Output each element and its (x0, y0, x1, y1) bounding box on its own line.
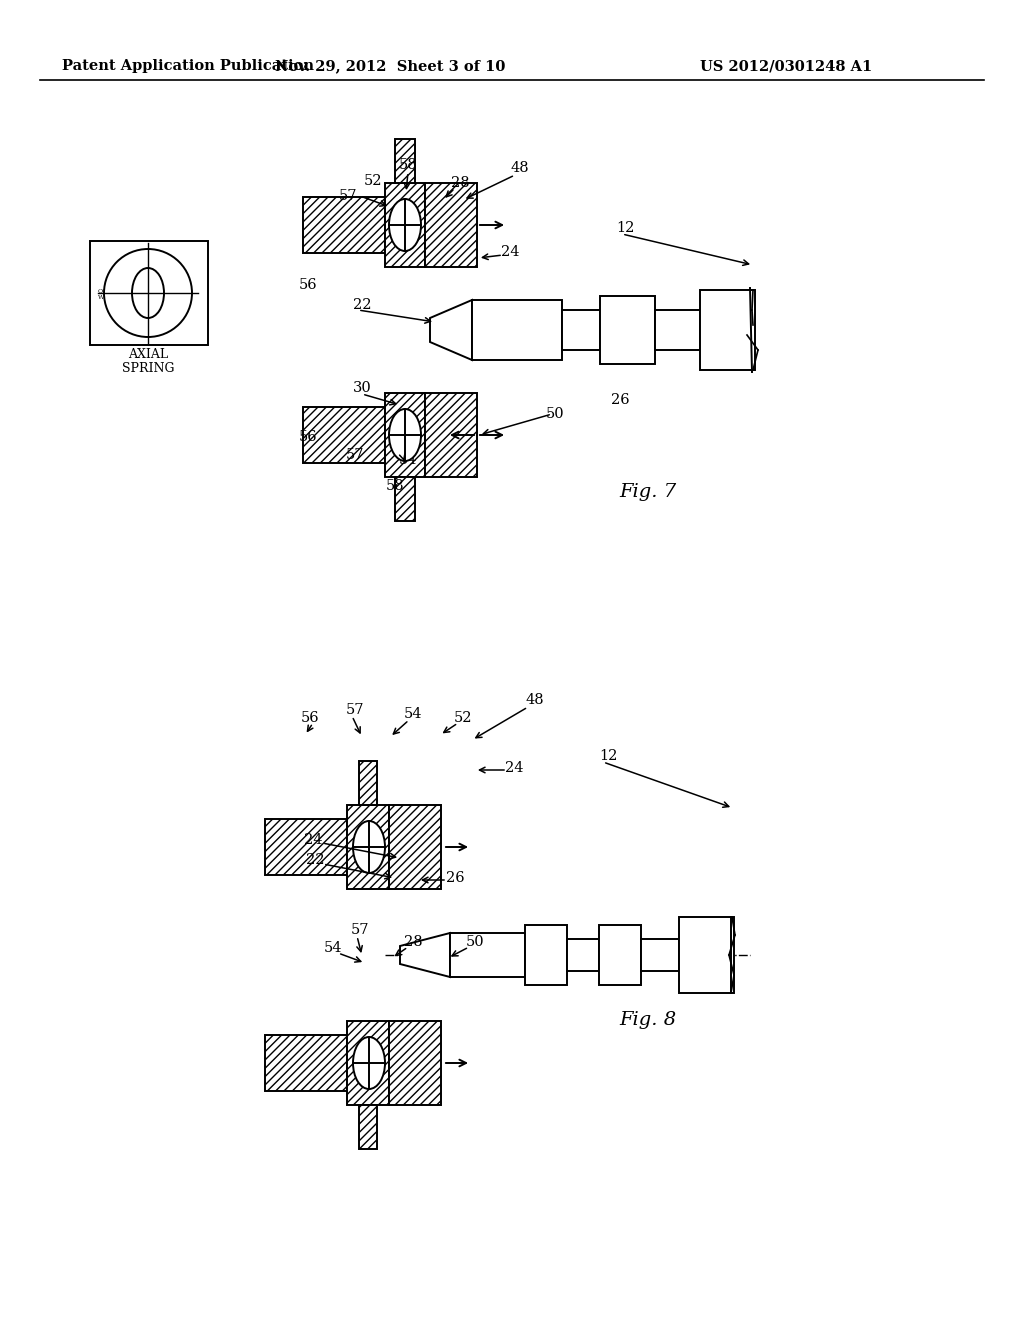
Ellipse shape (353, 1038, 385, 1089)
Text: Fig. 8: Fig. 8 (620, 1011, 677, 1030)
Text: 56: 56 (299, 279, 317, 292)
Polygon shape (400, 933, 450, 977)
Text: 28: 28 (403, 935, 422, 949)
Bar (359, 762, 377, 805)
Text: 57: 57 (339, 189, 357, 203)
Text: 24: 24 (501, 246, 519, 259)
Text: COIL
WIDTH: COIL WIDTH (98, 289, 122, 300)
Bar (425, 183, 477, 267)
Text: 57: 57 (351, 923, 370, 937)
Text: 54: 54 (403, 708, 422, 721)
Bar (700, 290, 755, 370)
Text: 50: 50 (546, 407, 564, 421)
Bar (389, 1020, 441, 1105)
Text: Fig. 7: Fig. 7 (620, 483, 677, 502)
Text: 48: 48 (525, 693, 545, 708)
Text: 52: 52 (454, 711, 472, 725)
Text: 56: 56 (301, 711, 319, 725)
Bar (265, 1035, 347, 1092)
Ellipse shape (353, 821, 385, 873)
Text: 12: 12 (615, 220, 634, 235)
Text: 26: 26 (610, 393, 630, 407)
Text: 58: 58 (386, 479, 404, 492)
Text: 24: 24 (304, 833, 323, 847)
Bar (303, 407, 385, 463)
Ellipse shape (132, 268, 164, 318)
Text: 24: 24 (505, 762, 523, 775)
Bar (395, 477, 415, 521)
Text: SPRING: SPRING (122, 362, 174, 375)
Text: 54: 54 (398, 453, 417, 467)
Bar (450, 933, 525, 977)
Ellipse shape (389, 409, 421, 461)
Bar (347, 1020, 389, 1105)
Bar (90, 242, 208, 345)
Bar (600, 296, 655, 364)
Text: 52: 52 (364, 174, 382, 187)
Text: 26: 26 (445, 871, 464, 884)
Text: 12: 12 (599, 748, 617, 763)
Text: 50: 50 (466, 935, 484, 949)
Bar (425, 393, 477, 477)
Bar (385, 183, 425, 267)
Text: 57: 57 (346, 704, 365, 717)
Bar (562, 310, 600, 350)
Text: 56: 56 (299, 430, 317, 444)
Text: 30: 30 (352, 381, 372, 395)
Bar (679, 917, 734, 993)
Text: 28: 28 (451, 176, 469, 190)
Text: Nov. 29, 2012  Sheet 3 of 10: Nov. 29, 2012 Sheet 3 of 10 (274, 59, 505, 73)
Text: 48: 48 (511, 161, 529, 176)
Text: 54: 54 (324, 941, 342, 954)
Bar (655, 310, 700, 350)
Text: 22: 22 (352, 298, 372, 312)
Text: 57: 57 (346, 447, 365, 462)
Text: Patent Application Publication: Patent Application Publication (62, 59, 314, 73)
Bar (389, 805, 441, 888)
Text: AXIAL: AXIAL (128, 348, 168, 362)
Bar (525, 925, 567, 985)
Text: 58: 58 (398, 158, 418, 172)
Text: US 2012/0301248 A1: US 2012/0301248 A1 (700, 59, 872, 73)
Bar (303, 197, 385, 253)
Bar (265, 818, 347, 875)
Ellipse shape (104, 249, 193, 337)
Text: 22: 22 (306, 853, 325, 867)
Bar (347, 805, 389, 888)
Bar (641, 939, 679, 972)
Polygon shape (430, 300, 472, 360)
Bar (472, 300, 562, 360)
Bar (567, 939, 599, 972)
Text: COIL
SPRING
WIDTH: COIL SPRING WIDTH (152, 275, 178, 292)
Bar (385, 393, 425, 477)
Ellipse shape (389, 199, 421, 251)
Bar (599, 925, 641, 985)
Bar (359, 1105, 377, 1148)
Bar (395, 139, 415, 183)
